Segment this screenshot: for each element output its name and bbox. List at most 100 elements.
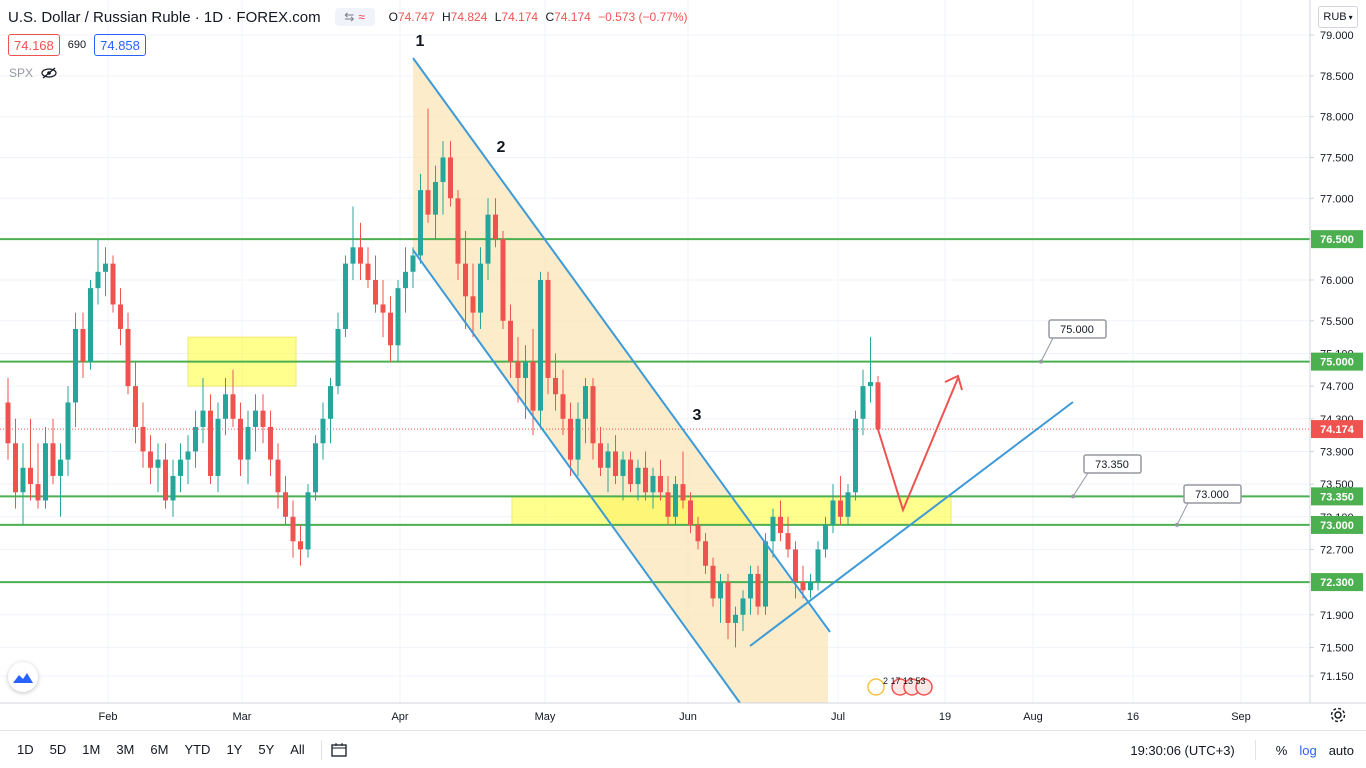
divider [1254, 740, 1256, 760]
range-6m[interactable]: 6M [150, 742, 169, 757]
candle-body [215, 418, 221, 476]
candle-76 [575, 402, 581, 476]
price-tick-label: 77.000 [1320, 193, 1354, 205]
candle-body [845, 492, 851, 517]
time-tick-label: Sep [1231, 711, 1251, 723]
ohlc-values: O74.747 H74.824 L74.174 C74.174 −0.573 (… [389, 10, 692, 24]
high-label: H [441, 10, 451, 24]
candle-body [868, 382, 873, 387]
range-5y[interactable]: 5Y [258, 742, 275, 757]
candle-26 [200, 377, 206, 444]
candle-body [223, 394, 228, 419]
range-1d[interactable]: 1D [17, 742, 34, 757]
candle-55 [418, 173, 423, 264]
candle-98 [740, 590, 746, 632]
candle-24 [185, 435, 191, 485]
candle-body [208, 410, 213, 476]
log-toggle[interactable]: log [1299, 742, 1317, 758]
candle-89 [673, 475, 678, 525]
candle-body [395, 288, 401, 346]
candle-116 [875, 375, 881, 430]
tradingview-logo-icon[interactable] [8, 662, 38, 692]
range-1m[interactable]: 1M [82, 742, 101, 757]
price-callout-2: 73.000 [1175, 484, 1242, 527]
candle-22 [170, 459, 176, 517]
svg-text:73.000: 73.000 [1320, 520, 1354, 532]
time-tick-label: Apr [391, 711, 408, 723]
eye-hidden-icon[interactable] [41, 67, 57, 79]
candle-42 [320, 402, 326, 460]
candle-body [605, 451, 611, 468]
candle-body [695, 524, 701, 542]
candle-95 [718, 573, 723, 623]
time-tick-label: Jul [831, 711, 845, 723]
currency-button[interactable]: RUB ▾ [1318, 6, 1358, 28]
price-level-badge-3: 73.350 [1311, 487, 1363, 506]
time-tick-label: 19 [939, 711, 951, 723]
calendar-goto-icon[interactable] [330, 742, 348, 758]
forecast-arrowhead [944, 374, 963, 391]
candle-body [688, 500, 693, 525]
candle-27 [208, 394, 213, 485]
candle-2 [20, 443, 26, 525]
percent-toggle[interactable]: % [1275, 742, 1288, 758]
candle-body [163, 459, 168, 501]
candle-body [598, 443, 603, 468]
wave-label-2: 2 [497, 139, 506, 156]
candle-body [50, 443, 56, 476]
time-tick-label: 16 [1127, 711, 1139, 723]
candle-body [733, 614, 738, 623]
candle-body [560, 394, 566, 419]
candle-body [515, 361, 521, 378]
candle-body [125, 328, 131, 387]
candle-51 [388, 296, 393, 362]
candle-body [185, 451, 191, 460]
time-tick-label: Jun [679, 711, 697, 723]
candle-57 [433, 165, 438, 240]
candle-34 [260, 394, 266, 444]
candle-25 [193, 410, 198, 468]
candle-31 [238, 402, 243, 476]
auto-toggle[interactable]: auto [1328, 742, 1354, 758]
candle-body [613, 451, 618, 476]
logo-mark [13, 673, 33, 683]
price-callout-1: 73.350 [1071, 454, 1142, 499]
price-level-badge-1: 75.000 [1311, 352, 1363, 371]
candle-body [118, 304, 123, 329]
range-3m[interactable]: 3M [116, 742, 135, 757]
clock-time[interactable]: 19:30:06 (UTC+3) [1130, 742, 1235, 758]
candle-body [95, 271, 101, 289]
candle-33 [253, 394, 258, 452]
svg-text:73.000: 73.000 [1195, 489, 1229, 501]
gear-icon[interactable] [1328, 705, 1348, 725]
symbol-title[interactable]: U.S. Dollar / Russian Ruble · 1D · FOREX… [8, 8, 321, 26]
candle-59 [448, 141, 453, 207]
legend: U.S. Dollar / Russian Ruble · 1D · FOREX… [8, 8, 692, 26]
time-tick-label: Feb [99, 711, 118, 723]
candle-94 [710, 557, 716, 607]
candle-37 [283, 475, 288, 525]
candle-body [710, 565, 716, 599]
range-5d[interactable]: 5D [49, 742, 67, 757]
sell-button[interactable]: 74.168 [8, 34, 60, 56]
candle-105 [793, 541, 798, 599]
compare-toggle[interactable]: ⇆ ≈ [334, 8, 375, 26]
buy-button[interactable]: 74.858 [94, 34, 146, 56]
candle-body [343, 263, 348, 329]
candle-body [628, 459, 633, 485]
bottom-toolbar: 1D 5D 1M 3M 6M YTD 1Y 5Y All 19:30:06 (UTC+3) % … [0, 730, 1366, 768]
wave-label-3: 3 [693, 407, 702, 424]
close-value: 74.174 [554, 10, 591, 24]
candle-73 [553, 353, 558, 411]
link-icon: ⇆ [344, 10, 355, 24]
candle-body [718, 582, 723, 599]
indicator-name[interactable]: SPX [9, 66, 34, 80]
candle-46 [350, 206, 356, 280]
range-buttons: 1D 5D 1M 3M 6M YTD 1Y 5Y All [0, 742, 313, 757]
range-all[interactable]: All [290, 742, 305, 757]
range-ytd[interactable]: YTD [184, 742, 211, 757]
range-1y[interactable]: 1Y [226, 742, 243, 757]
support-trendline [749, 401, 1074, 647]
